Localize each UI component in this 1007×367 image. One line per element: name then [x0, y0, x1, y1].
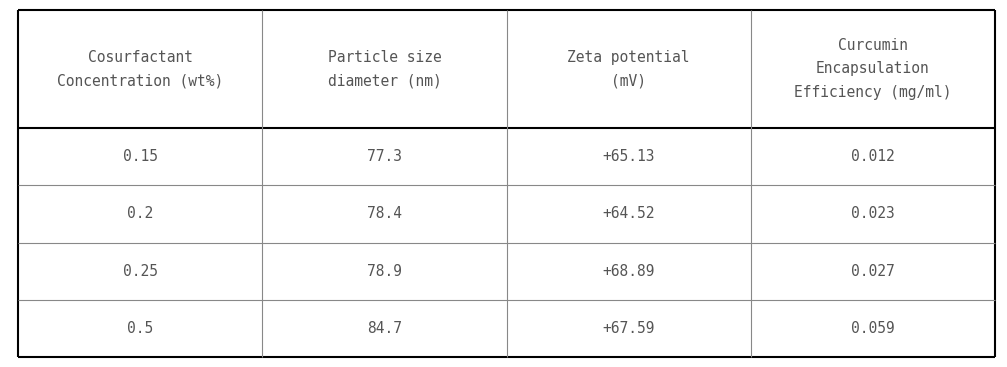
Text: +67.59: +67.59 — [602, 321, 655, 336]
Text: +65.13: +65.13 — [602, 149, 655, 164]
Text: +68.89: +68.89 — [602, 264, 655, 279]
Text: 0.023: 0.023 — [851, 206, 895, 221]
Text: 0.012: 0.012 — [851, 149, 895, 164]
Text: 0.059: 0.059 — [851, 321, 895, 336]
Text: 77.3: 77.3 — [367, 149, 402, 164]
Text: Particle size
diameter (nm): Particle size diameter (nm) — [327, 50, 441, 88]
Text: 84.7: 84.7 — [367, 321, 402, 336]
Text: Curcumin
Encapsulation
Efficiency (mg/ml): Curcumin Encapsulation Efficiency (mg/ml… — [795, 38, 952, 100]
Text: 0.027: 0.027 — [851, 264, 895, 279]
Text: Zeta potential
(mV): Zeta potential (mV) — [567, 50, 690, 88]
Text: 78.9: 78.9 — [367, 264, 402, 279]
Text: 78.4: 78.4 — [367, 206, 402, 221]
Text: 0.2: 0.2 — [127, 206, 153, 221]
Text: Cosurfactant
Concentration (wt%): Cosurfactant Concentration (wt%) — [57, 50, 224, 88]
Text: 0.25: 0.25 — [123, 264, 158, 279]
Text: +64.52: +64.52 — [602, 206, 655, 221]
Text: 0.5: 0.5 — [127, 321, 153, 336]
Text: 0.15: 0.15 — [123, 149, 158, 164]
